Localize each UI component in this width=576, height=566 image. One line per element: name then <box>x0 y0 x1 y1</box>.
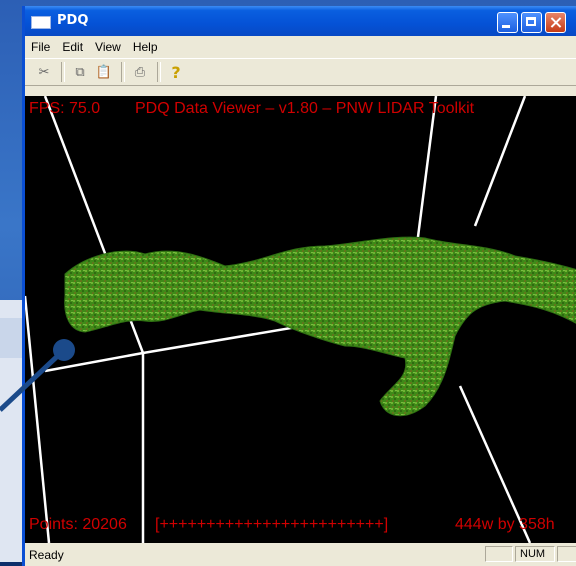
viewport-size: 444w by 358h <box>455 516 555 533</box>
point-cloud <box>64 236 576 416</box>
cut-icon[interactable]: ✂ <box>38 64 50 80</box>
points-count: Points: 20206 <box>29 516 127 533</box>
help-icon[interactable]: ? <box>171 62 181 82</box>
point-cloud-scene <box>25 96 576 543</box>
menu-file[interactable]: File <box>31 40 51 54</box>
fps-readout: FPS: 75.0 <box>29 100 101 117</box>
toolbar: ✂ ⧉ 📋 ⎙ ? <box>25 58 576 86</box>
menu-edit[interactable]: Edit <box>62 40 84 54</box>
paste-icon[interactable]: 📋 <box>95 64 113 80</box>
background-window-tab <box>0 318 24 358</box>
close-button[interactable] <box>545 12 566 33</box>
minimize-button[interactable] <box>497 12 518 33</box>
toolbar-separator <box>61 62 65 82</box>
pdq-window: PDQ File Edit View Help ✂ ⧉ 📋 ⎙ ? <box>22 6 576 566</box>
maximize-button[interactable] <box>521 12 542 33</box>
status-ready: Ready <box>29 548 64 562</box>
copy-icon[interactable]: ⧉ <box>75 64 85 80</box>
menu-help[interactable]: Help <box>132 40 158 54</box>
menu-bar: File Edit View Help <box>25 36 576 58</box>
viewer-title: PDQ Data Viewer – v1.80 – PNW LIDAR Tool… <box>135 100 475 117</box>
menu-view[interactable]: View <box>95 40 121 54</box>
title-bar[interactable]: PDQ <box>25 6 576 36</box>
window-title: PDQ <box>57 13 89 28</box>
print-icon[interactable]: ⎙ <box>134 64 146 80</box>
progress-text: [++++++++++++++++++++++++] <box>155 516 389 533</box>
3d-viewport[interactable]: FPS: 75.0 PDQ Data Viewer – v1.80 – PNW … <box>25 96 576 543</box>
toolbar-separator <box>157 62 161 82</box>
app-icon <box>31 16 51 29</box>
toolbar-separator <box>121 62 125 82</box>
